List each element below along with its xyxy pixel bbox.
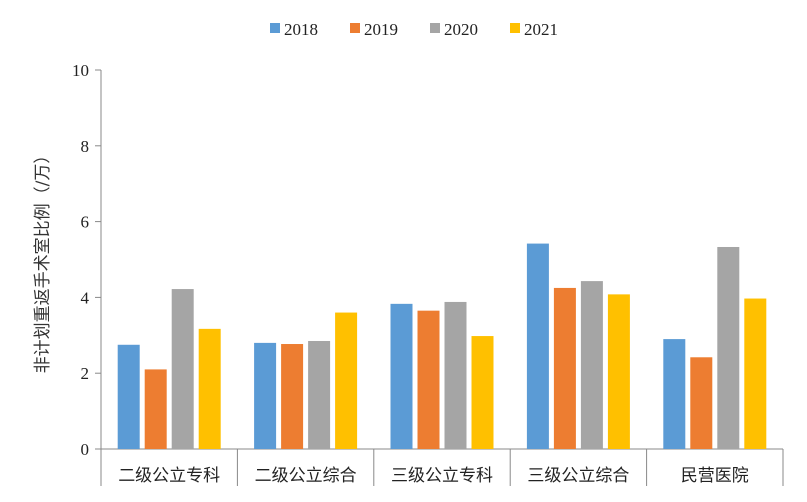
legend-swatch-2018 [270, 23, 280, 33]
y-tick-label: 10 [72, 61, 89, 80]
y-axis-label-group: 非计划重返手术室比例（/万） [33, 147, 53, 374]
y-tick-label: 8 [81, 137, 90, 156]
bar-2018-2 [254, 342, 277, 449]
bar-2020-2 [308, 340, 331, 449]
legend-label-2018: 2018 [284, 20, 318, 39]
x-tick-label: 民营医院 [681, 466, 749, 486]
y-tick-label: 2 [81, 364, 90, 383]
bar-2021-3 [471, 336, 494, 449]
y-tick-label: 0 [81, 440, 90, 459]
y-tick-label: 6 [81, 213, 90, 232]
bar-2019-5 [690, 357, 713, 449]
x-tick-label: 二级公立专科 [118, 466, 220, 486]
legend: 2018 2019 2020 2021 [270, 20, 558, 39]
legend-label-2021: 2021 [524, 20, 558, 39]
bar-2018-4 [526, 243, 549, 449]
bar-2018-5 [663, 339, 686, 449]
legend-swatch-2021 [510, 23, 520, 33]
y-tick-label: 4 [81, 288, 90, 307]
y-axis-label: 非计划重返手术室比例（/万） [33, 147, 53, 374]
legend-swatch-2019 [350, 23, 360, 33]
bar-2018-3 [390, 303, 413, 449]
bar-2020-3 [444, 301, 467, 449]
x-tick-label: 三级公立综合 [527, 466, 629, 486]
x-tick-label: 三级公立专科 [391, 466, 493, 486]
bar-2019-1 [144, 369, 167, 449]
bar-2019-3 [417, 310, 440, 449]
bar-2020-5 [717, 246, 740, 449]
bar-2020-1 [171, 289, 194, 449]
legend-label-2020: 2020 [444, 20, 478, 39]
bar-2021-4 [607, 294, 630, 449]
legend-label-2019: 2019 [364, 20, 398, 39]
plot-area: 0 2 4 6 8 10 二级公立专科 二级公立综合 三级公立专科 三级公立综合 民营医院 [72, 61, 784, 486]
bar-2019-4 [553, 287, 576, 449]
bar-2021-2 [335, 312, 358, 449]
bar-2019-2 [281, 344, 304, 449]
bar-2018-1 [117, 344, 140, 449]
bar-2021-5 [744, 298, 767, 449]
bar-2021-1 [198, 328, 221, 449]
x-tick-label: 二级公立综合 [255, 466, 357, 486]
legend-swatch-2020 [430, 23, 440, 33]
bar-2020-4 [580, 281, 603, 449]
